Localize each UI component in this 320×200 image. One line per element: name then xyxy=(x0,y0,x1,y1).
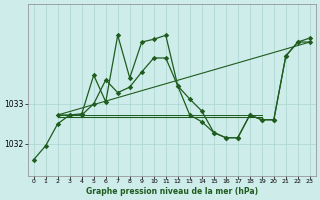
X-axis label: Graphe pression niveau de la mer (hPa): Graphe pression niveau de la mer (hPa) xyxy=(86,187,258,196)
